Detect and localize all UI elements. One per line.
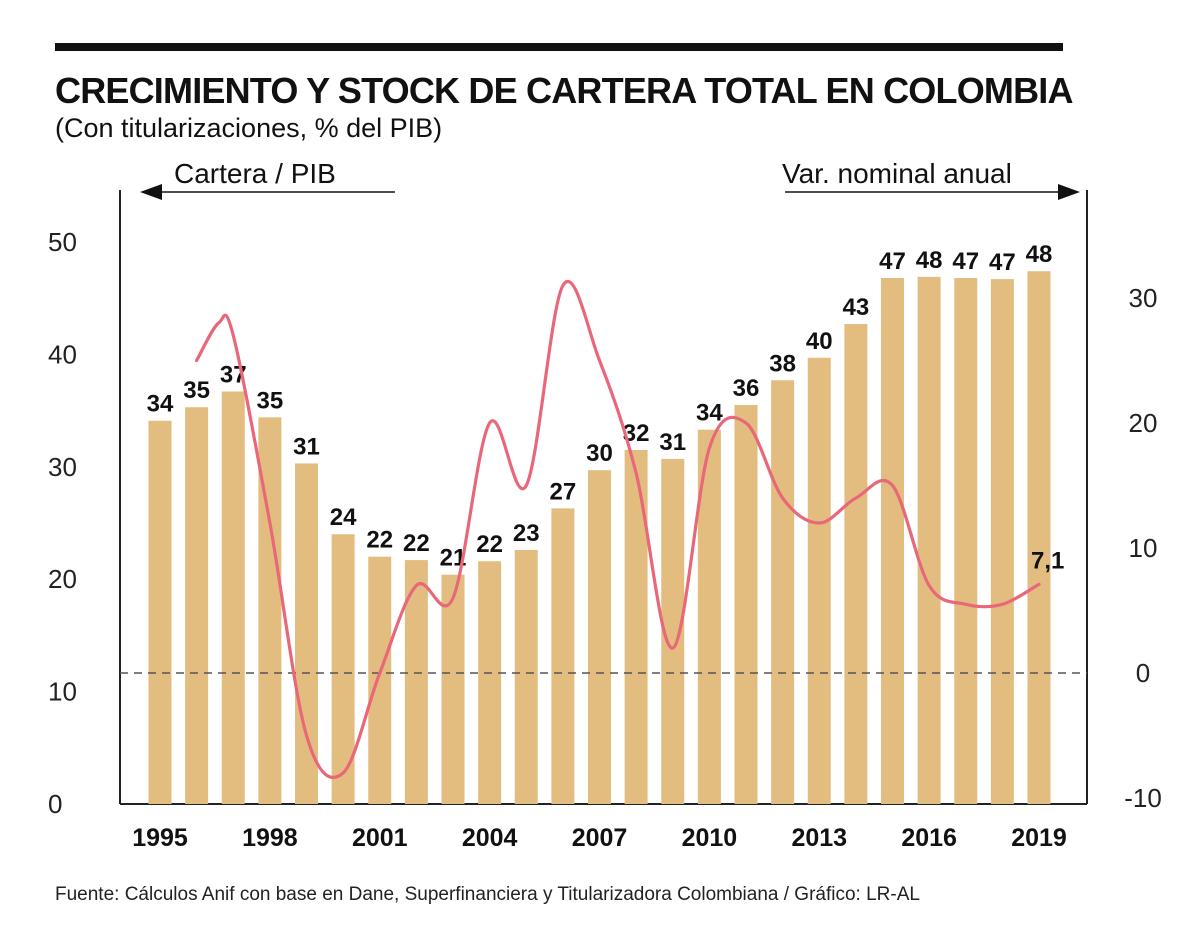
- bar-2011: [734, 404, 758, 804]
- y-left-tick-label: 40: [48, 339, 77, 369]
- x-tick-label: 2001: [352, 824, 408, 852]
- bar-2007: [588, 470, 611, 804]
- bar-1995: [148, 420, 172, 804]
- bar-1998: [258, 417, 282, 804]
- growth-line: [195, 280, 1041, 779]
- bar-2013: [807, 357, 831, 804]
- bar-2001: [368, 556, 392, 804]
- growth-end-label: 7,1: [1031, 547, 1064, 574]
- bar-data-label: 24: [330, 504, 357, 531]
- chart-subtitle: (Con titularizaciones, % del PIB): [55, 113, 443, 143]
- bar-data-label: 47: [989, 249, 1016, 276]
- chart-title: CRECIMIENTO Y STOCK DE CARTERA TOTAL EN …: [55, 70, 1073, 111]
- bar-2014: [844, 324, 868, 804]
- bar-data-label: 23: [513, 520, 540, 547]
- x-tick-label: 2013: [791, 824, 847, 852]
- x-tick-label: 1995: [132, 824, 188, 852]
- bar-data-label: 27: [550, 478, 577, 505]
- y-right-tick-label: 0: [1136, 658, 1150, 688]
- right-axis-title: Var. nominal anual: [782, 158, 1012, 189]
- x-tick-label: 1998: [242, 824, 298, 852]
- bar-2015: [881, 277, 904, 804]
- bar-data-label: 35: [257, 387, 284, 414]
- right-arrow-icon: [1058, 184, 1080, 200]
- bar-data-label: 48: [1026, 241, 1053, 268]
- bar-1996: [185, 407, 209, 804]
- bar-2008: [624, 449, 648, 804]
- x-tick-label: 2019: [1011, 824, 1067, 852]
- bar-2005: [514, 549, 538, 804]
- bar-data-label: 47: [952, 248, 979, 275]
- bar-2002: [404, 560, 428, 804]
- y-right-tick-label: 30: [1129, 283, 1158, 313]
- y-right-tick-label: -10: [1124, 783, 1162, 813]
- title-rule: [55, 43, 1063, 51]
- bar-2019: [1027, 271, 1051, 804]
- bar-2009: [661, 458, 685, 804]
- bar-2012: [771, 380, 795, 804]
- bar-data-label: 38: [769, 350, 796, 377]
- bar-2017: [954, 277, 978, 804]
- y-right-tick-label: 10: [1129, 533, 1158, 563]
- left-axis-title: Cartera / PIB: [174, 158, 336, 189]
- bar-2010: [697, 429, 721, 804]
- y-left-tick-label: 0: [48, 789, 62, 819]
- x-tick-label: 2016: [901, 824, 957, 852]
- bar-data-label: 43: [843, 294, 870, 321]
- y-left-tick-label: 10: [48, 677, 77, 707]
- bar-1999: [295, 463, 318, 804]
- bar-data-label: 22: [403, 530, 430, 557]
- bar-2000: [331, 534, 355, 804]
- bar-2016: [917, 276, 941, 804]
- bar-data-label: 36: [733, 375, 760, 402]
- x-tick-label: 2007: [572, 824, 628, 852]
- bar-data-label: 34: [696, 400, 723, 427]
- bar-data-label: 47: [879, 248, 906, 275]
- bar-data-label: 34: [147, 391, 174, 418]
- y-left-tick-label: 50: [48, 227, 77, 257]
- bar-data-label: 35: [183, 377, 210, 404]
- bar-2018: [990, 279, 1014, 804]
- bar-data-label: 31: [293, 433, 320, 460]
- bar-data-label: 22: [476, 531, 503, 558]
- bar-1997: [221, 391, 245, 804]
- bar-data-label: 22: [366, 527, 393, 554]
- bar-2004: [478, 561, 502, 804]
- left-arrow-icon: [140, 184, 162, 200]
- bar-data-label: 40: [806, 328, 833, 355]
- y-left-tick-label: 20: [48, 564, 77, 594]
- bar-data-label: 30: [586, 440, 613, 467]
- bar-data-label: 48: [916, 247, 943, 274]
- x-tick-label: 2004: [462, 824, 518, 852]
- x-tick-label: 2010: [682, 824, 738, 852]
- source-note: Fuente: Cálculos Anif con base en Dane, …: [55, 884, 920, 905]
- bar-2006: [551, 508, 575, 804]
- y-left-tick-label: 30: [48, 452, 77, 482]
- y-right-tick-label: 20: [1129, 408, 1158, 438]
- bar-2003: [441, 574, 465, 804]
- bar-data-label: 31: [659, 429, 686, 456]
